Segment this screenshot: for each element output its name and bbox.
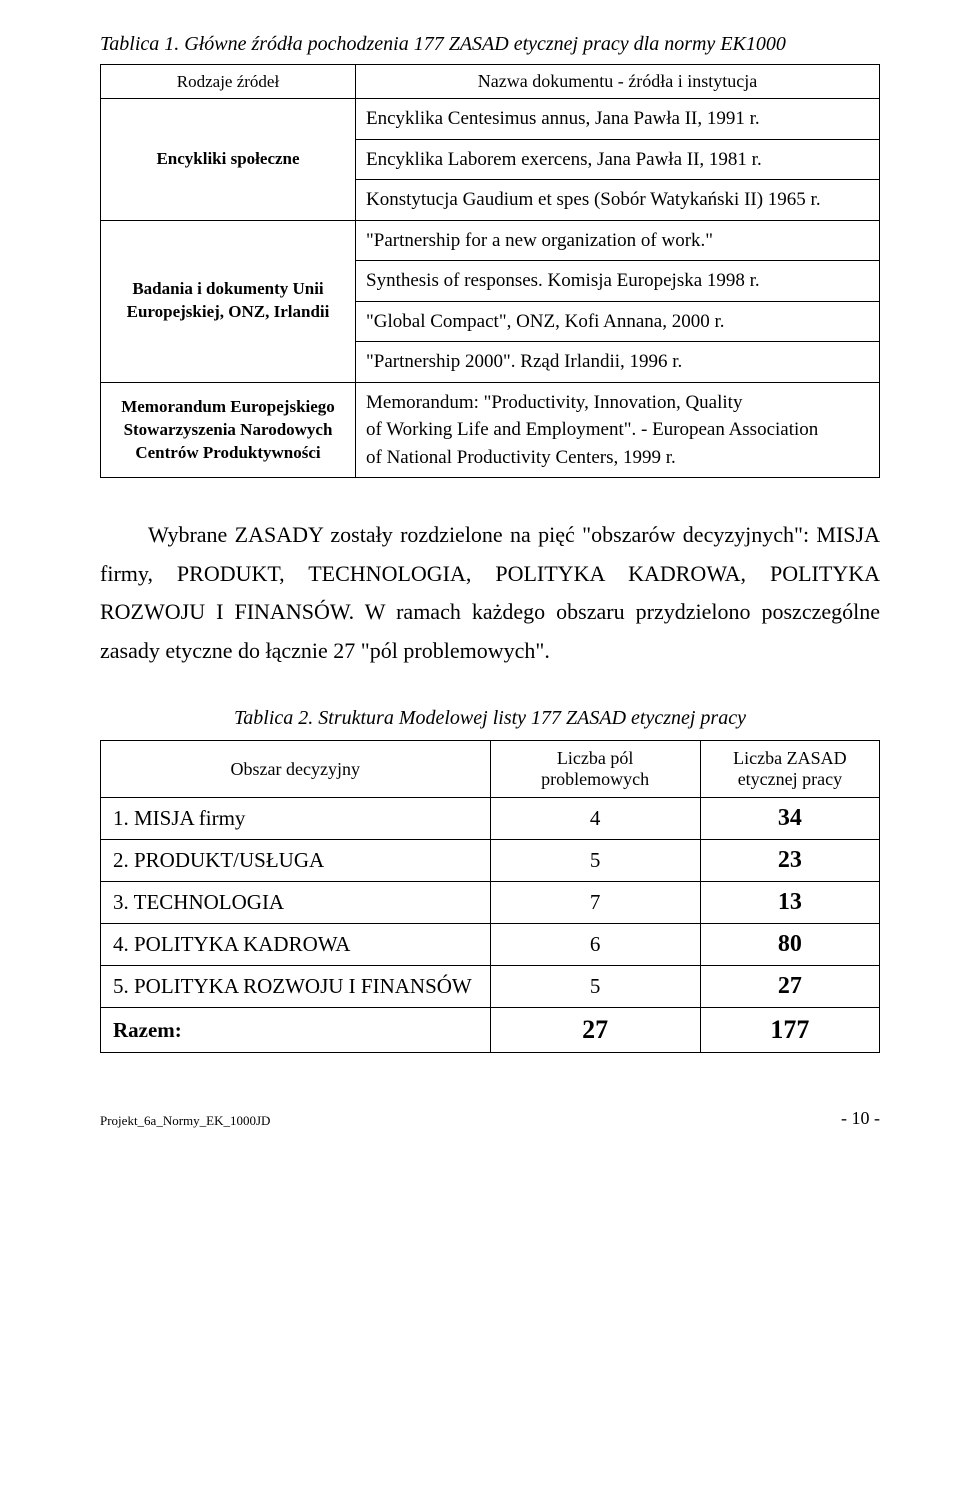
table1-doc: Encyklika Laborem exercens, Jana Pawła I… xyxy=(356,139,880,180)
table2-header-area: Obszar decyzyjny xyxy=(101,741,491,798)
table-row: Encykliki społeczne Encyklika Centesimus… xyxy=(101,99,880,140)
table1-header-sources: Rodzaje źródeł xyxy=(101,65,356,99)
table1-doc: Konstytucja Gaudium et spes (Sobór Watyk… xyxy=(356,180,880,221)
table-row: Badania i dokumenty Unii Europejskiej, O… xyxy=(101,220,880,261)
table-row: 2. PRODUKT/USŁUGA 5 23 xyxy=(101,840,880,882)
table1-source-0: Encykliki społeczne xyxy=(101,99,356,221)
table2-count: 5 xyxy=(490,966,700,1008)
doc-line: of National Productivity Centers, 1999 r… xyxy=(366,447,676,468)
table2-area: 5. POLITYKA ROZWOJU I FINANSÓW xyxy=(101,966,491,1008)
table2-total-row: Razem: 27 177 xyxy=(101,1008,880,1053)
table-row: Memorandum Europejskiego Stowarzyszenia … xyxy=(101,382,880,478)
doc-line: of Working Life and Employment". - Europ… xyxy=(366,419,818,440)
table1-source-1: Badania i dokumenty Unii Europejskiej, O… xyxy=(101,220,356,382)
table2-value: 34 xyxy=(700,798,879,840)
table2-area: 1. MISJA firmy xyxy=(101,798,491,840)
table2-count: 4 xyxy=(490,798,700,840)
table2-header-count: Liczba pól problemowych xyxy=(490,741,700,798)
table2-count: 7 xyxy=(490,882,700,924)
table2-total-value: 177 xyxy=(700,1008,879,1053)
table1-doc: "Partnership for a new organization of w… xyxy=(356,220,880,261)
table1-header-doc: Nazwa dokumentu - źródła i instytucja xyxy=(356,65,880,99)
table2-caption: Tablica 2. Struktura Modelowej listy 177… xyxy=(100,704,880,732)
table2-total-label: Razem: xyxy=(101,1008,491,1053)
table2-value: 13 xyxy=(700,882,879,924)
table2-total-count: 27 xyxy=(490,1008,700,1053)
table2-area: 4. POLITYKA KADROWA xyxy=(101,924,491,966)
table2-count: 6 xyxy=(490,924,700,966)
table1-header-row: Rodzaje źródeł Nazwa dokumentu - źródła … xyxy=(101,65,880,99)
table2-value: 80 xyxy=(700,924,879,966)
table2-value: 23 xyxy=(700,840,879,882)
body-paragraph-1: Wybrane ZASADY zostały rozdzielone na pi… xyxy=(100,516,880,670)
doc-line: Memorandum: "Productivity, Innovation, Q… xyxy=(366,392,742,413)
table1-doc: Synthesis of responses. Komisja Europejs… xyxy=(356,261,880,302)
table2-area: 2. PRODUKT/USŁUGA xyxy=(101,840,491,882)
table-row: 1. MISJA firmy 4 34 xyxy=(101,798,880,840)
table1-doc: Memorandum: "Productivity, Innovation, Q… xyxy=(356,382,880,478)
table1-caption: Tablica 1. Główne źródła pochodzenia 177… xyxy=(100,30,880,58)
table2-value: 27 xyxy=(700,966,879,1008)
footer-project-id: Projekt_6a_Normy_EK_1000JD xyxy=(100,1113,270,1129)
table-row: 4. POLITYKA KADROWA 6 80 xyxy=(101,924,880,966)
table1-doc: "Global Compact", ONZ, Kofi Annana, 2000… xyxy=(356,301,880,342)
table1-source-2: Memorandum Europejskiego Stowarzyszenia … xyxy=(101,382,356,478)
footer-page-number: - 10 - xyxy=(841,1108,880,1129)
page: Tablica 1. Główne źródła pochodzenia 177… xyxy=(0,0,960,1169)
page-footer: Projekt_6a_Normy_EK_1000JD - 10 - xyxy=(100,1108,880,1129)
table1-doc: "Partnership 2000". Rząd Irlandii, 1996 … xyxy=(356,342,880,383)
table2-header-principles: Liczba ZASAD etycznej pracy xyxy=(700,741,879,798)
table2-count: 5 xyxy=(490,840,700,882)
table1: Rodzaje źródeł Nazwa dokumentu - źródła … xyxy=(100,64,880,478)
table2-header-row: Obszar decyzyjny Liczba pól problemowych… xyxy=(101,741,880,798)
table-row: 3. TECHNOLOGIA 7 13 xyxy=(101,882,880,924)
table2: Obszar decyzyjny Liczba pól problemowych… xyxy=(100,740,880,1053)
table1-doc: Encyklika Centesimus annus, Jana Pawła I… xyxy=(356,99,880,140)
table2-area: 3. TECHNOLOGIA xyxy=(101,882,491,924)
table-row: 5. POLITYKA ROZWOJU I FINANSÓW 5 27 xyxy=(101,966,880,1008)
